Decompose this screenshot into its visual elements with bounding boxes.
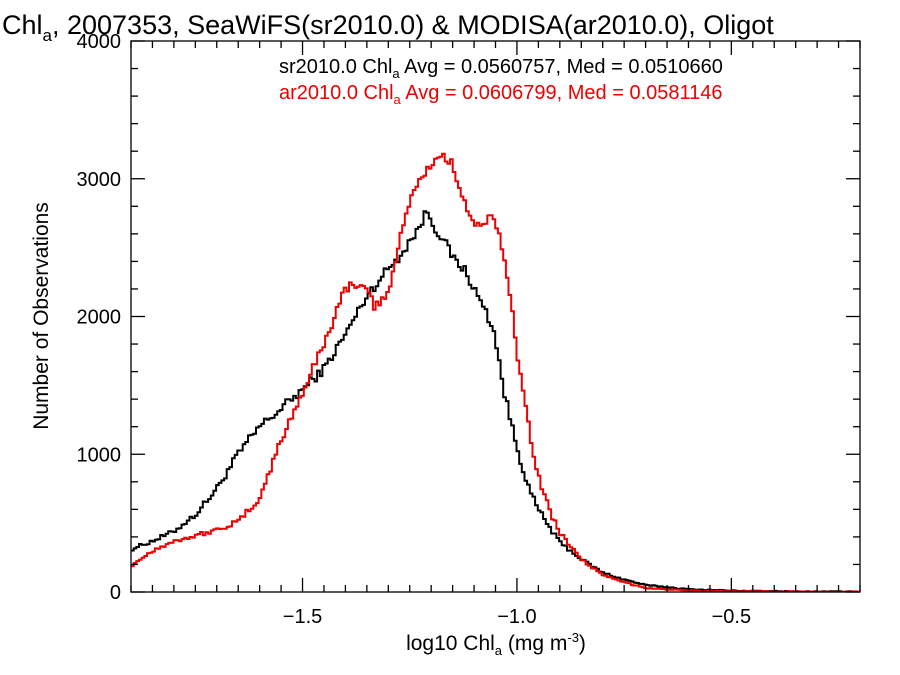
- annotation-modisa: ar2010.0 Chla Avg = 0.0606799, Med = 0.0…: [279, 82, 723, 107]
- plot-area: −1.5 −1.0 −0.5 0 1000 2000 3000 4000: [77, 31, 861, 628]
- x-axis-label: log10 Chla (mg m-3): [406, 630, 586, 658]
- x-tick-label: −0.5: [712, 606, 751, 628]
- y-tick-label: 3000: [77, 169, 122, 191]
- x-tick-label: −1.5: [283, 606, 322, 628]
- y-tick-label: 1000: [77, 444, 122, 466]
- y-tick-label: 2000: [77, 307, 122, 329]
- ticks-layer: −1.5 −1.0 −0.5 0 1000 2000 3000 4000: [77, 31, 861, 628]
- chart-title: Chla, 2007353, SeaWiFS(sr2010.0) & MODIS…: [2, 10, 774, 45]
- y-axis-label: Number of Observations: [30, 202, 53, 430]
- x-tick-label: −1.0: [497, 606, 536, 628]
- y-tick-label: 4000: [77, 31, 122, 53]
- annotation-seawifs: sr2010.0 Chla Avg = 0.0560757, Med = 0.0…: [279, 56, 723, 81]
- y-tick-label: 0: [110, 582, 121, 604]
- chart-title-subscript: a: [43, 26, 53, 45]
- series-line-1: [131, 152, 860, 592]
- series-layer: [131, 152, 860, 592]
- plot-frame: [130, 40, 861, 593]
